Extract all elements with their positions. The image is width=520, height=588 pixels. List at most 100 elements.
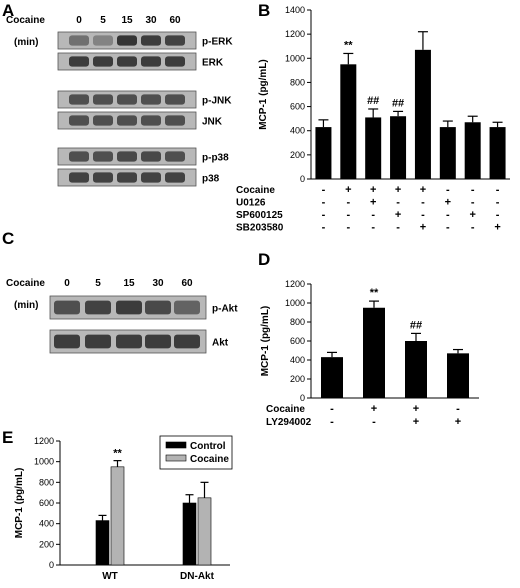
significance-label: ** xyxy=(113,448,122,460)
y-axis-label: MCP-1 (pg/mL) xyxy=(260,306,271,377)
panel-c-min-label: (min) xyxy=(14,300,38,311)
y-axis-label: MCP-1 (pg/mL) xyxy=(14,468,25,539)
panel-d-chart: 0 200 400 600 800 1000 1200 MCP-1 (pg/mL) ** ## Co… xyxy=(260,279,479,428)
treatment-sign: - xyxy=(346,209,350,221)
blot-band xyxy=(93,172,113,183)
treatment-sign: + xyxy=(420,222,426,234)
treatment-sign: + xyxy=(494,222,500,234)
treatment-sign: - xyxy=(421,197,425,209)
treatment-sign: + xyxy=(445,197,451,209)
y-axis-label: MCP-1 (pg/mL) xyxy=(258,59,269,130)
blot-band xyxy=(69,35,89,46)
time-point-label: 0 xyxy=(64,278,70,289)
blot-strip-akt xyxy=(49,329,207,354)
blot-strip-p38 xyxy=(57,168,197,187)
blot-band xyxy=(85,300,111,315)
y-tick-label: 1000 xyxy=(34,457,54,467)
y-tick-label: 1200 xyxy=(34,436,54,446)
blot-band xyxy=(117,115,137,126)
bar xyxy=(405,341,427,398)
significance-label: ** xyxy=(370,287,379,299)
blot-band xyxy=(69,172,89,183)
blot-label: JNK xyxy=(202,117,223,128)
y-tick-label: 200 xyxy=(290,150,305,160)
blot-band xyxy=(117,35,137,46)
blot-label: p-ERK xyxy=(202,37,233,48)
treatment-label: SP600125 xyxy=(236,210,283,221)
y-tick-label: 400 xyxy=(39,519,54,529)
treatment-sign: - xyxy=(446,184,450,196)
bar xyxy=(439,127,456,179)
blot-band xyxy=(141,172,161,183)
blot-band xyxy=(141,56,161,67)
bar xyxy=(315,127,332,179)
treatment-sign: - xyxy=(346,222,350,234)
y-tick-label: 400 xyxy=(290,355,305,365)
treatment-sign: - xyxy=(471,184,475,196)
treatment-sign: + xyxy=(345,184,351,196)
treatment-sign: - xyxy=(496,197,500,209)
blot-band xyxy=(165,151,185,162)
panel-e-chart: 0 200 400 600 800 1000 1200 MCP-1 (pg/mL) WT ** DN… xyxy=(14,435,233,582)
blot-band xyxy=(54,334,80,349)
blot-label: p-Akt xyxy=(212,304,238,315)
panel-c-label: C xyxy=(2,229,14,248)
y-tick-label: 600 xyxy=(290,336,305,346)
time-point-label: 60 xyxy=(169,15,181,26)
bar xyxy=(182,502,197,566)
treatment-label: SB203580 xyxy=(236,223,284,234)
blot-strip-p-jnk xyxy=(57,90,197,109)
blot-band xyxy=(117,56,137,67)
panel-c-western-blot: Cocaine (min) 0 5 15 30 60 p-Akt Akt xyxy=(6,278,238,354)
blot-label: Akt xyxy=(212,338,229,349)
blot-strip-p-p38 xyxy=(57,147,197,166)
y-tick-label: 1400 xyxy=(285,5,305,15)
treatment-sign: + xyxy=(395,209,401,221)
significance-label: ## xyxy=(410,319,422,331)
blot-band xyxy=(165,35,185,46)
panel-b-chart: 0 200 400 600 800 1000 1200 1400 MCP-1 (pg/mL) **… xyxy=(236,5,510,234)
treatment-sign: - xyxy=(446,209,450,221)
blot-band xyxy=(145,334,171,349)
time-point-label: 60 xyxy=(181,278,193,289)
bar xyxy=(390,116,407,179)
treatment-sign: - xyxy=(322,209,326,221)
chart-legend: Control Cocaine xyxy=(159,435,233,470)
treatment-label: Cocaine xyxy=(236,185,275,196)
blot-band xyxy=(93,151,113,162)
panel-e-label: E xyxy=(2,428,13,447)
blot-band xyxy=(69,115,89,126)
blot-band xyxy=(145,300,171,315)
blot-band xyxy=(69,94,89,105)
bar xyxy=(414,49,431,180)
bar xyxy=(110,466,125,566)
treatment-label: U0126 xyxy=(236,198,266,209)
time-point-label: 0 xyxy=(76,15,82,26)
category-label: DN-Akt xyxy=(180,571,215,582)
bar xyxy=(95,520,110,566)
blot-band xyxy=(116,334,142,349)
bar xyxy=(489,127,506,179)
panel-a-western-blot: Cocaine (min) 0 5 15 30 60 p-ERK ERK p-JNK JNK p… xyxy=(6,15,233,187)
treatment-sign: - xyxy=(371,222,375,234)
blot-strip-jnk xyxy=(57,111,197,130)
bar xyxy=(365,117,382,179)
y-tick-label: 0 xyxy=(300,174,305,184)
treatment-sign: - xyxy=(446,222,450,234)
blot-band xyxy=(165,56,185,67)
treatment-sign: + xyxy=(370,197,376,209)
time-point-label: 15 xyxy=(121,15,133,26)
panel-a-label: A xyxy=(2,1,14,20)
y-tick-label: 1000 xyxy=(285,53,305,63)
y-tick-label: 0 xyxy=(49,560,54,570)
y-tick-label: 800 xyxy=(39,477,54,487)
treatment-sign: - xyxy=(322,184,326,196)
blot-band xyxy=(69,56,89,67)
treatment-sign: + xyxy=(413,403,419,415)
blot-band xyxy=(117,151,137,162)
y-tick-label: 400 xyxy=(290,126,305,136)
bar xyxy=(363,307,385,398)
treatment-sign: - xyxy=(322,222,326,234)
blot-band xyxy=(116,300,142,315)
